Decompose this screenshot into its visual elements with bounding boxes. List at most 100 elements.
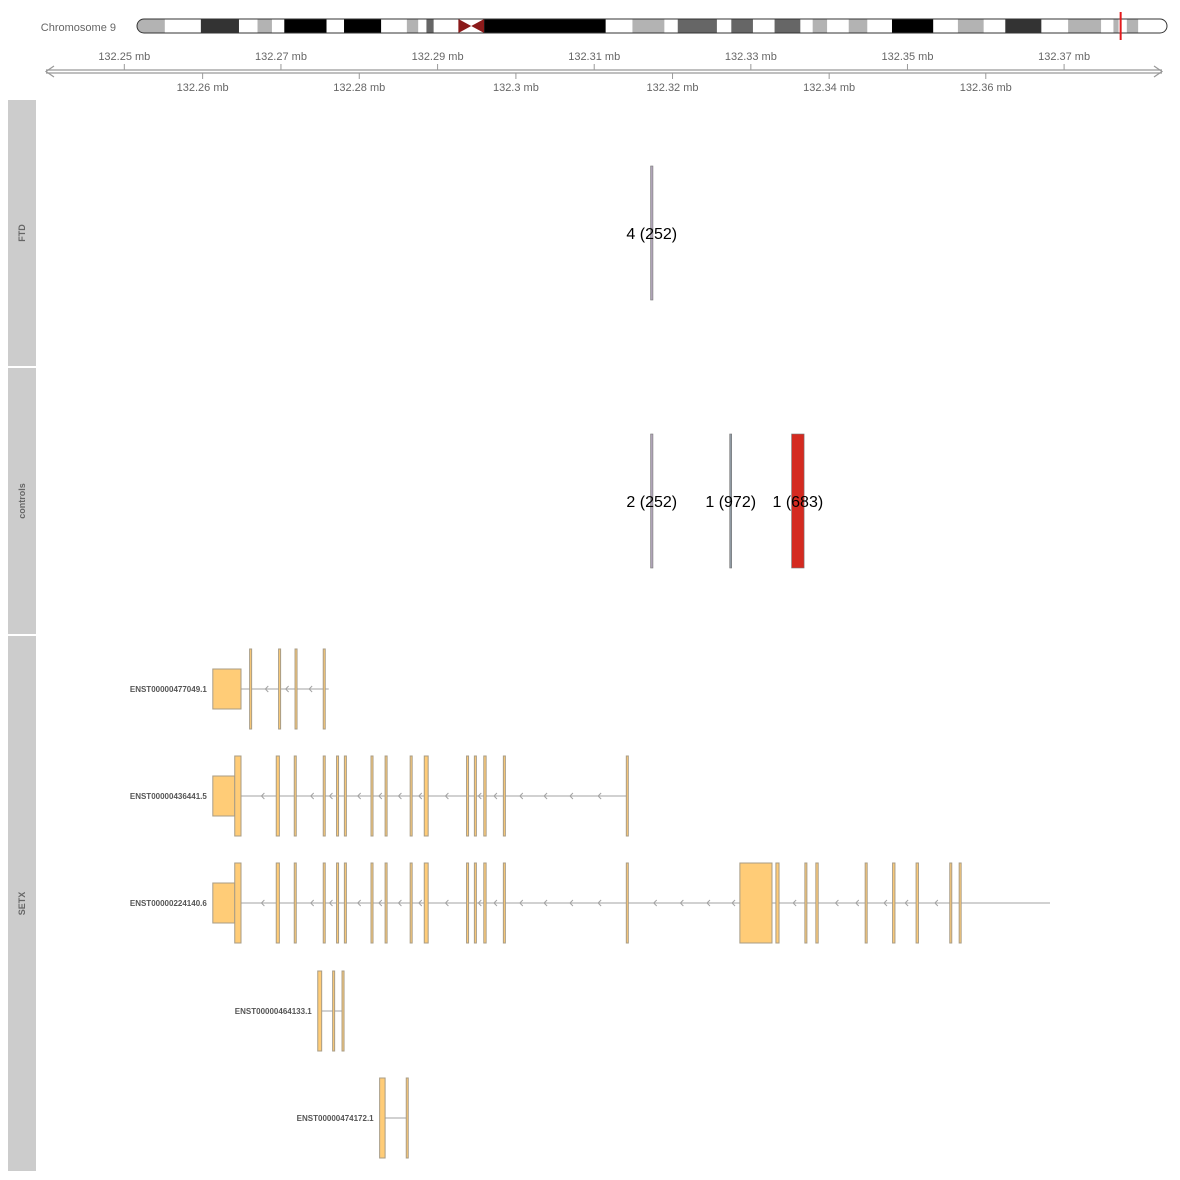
coding-exon <box>409 755 413 837</box>
coding-exon <box>341 970 345 1052</box>
track-label-strips: FTD controls SETX <box>8 100 36 1171</box>
chromosome-band <box>1101 19 1114 33</box>
axis-tick-label-upper: 132.29 mb <box>412 51 464 63</box>
coding-exon <box>322 648 326 730</box>
coding-exon <box>234 755 242 837</box>
strand-arrow-icon <box>378 899 383 907</box>
chromosome-band <box>800 19 813 33</box>
chromosome-band <box>1041 19 1069 33</box>
axis-tick-label-lower: 132.26 mb <box>177 82 229 94</box>
coding-exon <box>370 862 374 944</box>
coding-exon <box>322 755 326 837</box>
transcript-ENST00000224140.6: ENST00000224140.6 <box>130 862 1051 944</box>
strand-arrow-icon <box>284 685 289 693</box>
axis-tick-label-lower: 132.3 mb <box>493 82 539 94</box>
coding-exon <box>278 648 282 730</box>
chromosome-band <box>933 19 959 33</box>
chromosome-band <box>605 19 633 33</box>
coding-exon <box>293 755 297 837</box>
coding-exon <box>739 862 773 944</box>
chromosome-band <box>774 19 801 33</box>
chromosome-band <box>1118 19 1128 33</box>
track-feature-controls <box>729 433 732 569</box>
axis-tick-label-upper: 132.27 mb <box>255 51 307 63</box>
chromosome-band <box>867 19 893 33</box>
strand-arrow-icon <box>543 792 548 800</box>
chromosome-band <box>484 19 606 33</box>
strand-arrow-icon <box>356 792 362 800</box>
strand-arrow-icon <box>519 792 524 800</box>
track-feature-controls <box>650 433 654 569</box>
axis-tick-label-lower: 132.32 mb <box>647 82 699 94</box>
strand-arrow-icon <box>444 899 449 907</box>
chromosome-band <box>752 19 775 33</box>
chromosome-ideogram <box>136 12 1168 40</box>
centromere-q-arm <box>471 19 485 33</box>
chromosome-band <box>238 19 258 33</box>
transcript-ENST00000477049.1: ENST00000477049.1 <box>130 648 329 730</box>
strip-setx <box>8 636 36 1171</box>
strand-arrow-icon <box>731 899 736 907</box>
coding-exon <box>332 970 336 1052</box>
coding-exon <box>804 862 808 944</box>
gene-model-track: ENST00000477049.1 ENST00000436441.5 ENST00… <box>130 648 1051 1159</box>
chromosome-band <box>1138 19 1167 33</box>
coding-exon <box>275 862 280 944</box>
strand-arrow-icon <box>397 792 402 800</box>
coding-exon <box>317 970 323 1052</box>
strand-arrow-icon <box>260 792 265 800</box>
track-ftd: 4 (252) <box>626 165 677 301</box>
chromosome-band <box>406 19 419 33</box>
chromosome-band <box>1005 19 1042 33</box>
strand-arrow-icon <box>653 899 658 907</box>
strand-arrow-icon <box>706 899 711 907</box>
coding-exon <box>336 862 340 944</box>
strip-controls <box>8 368 36 634</box>
utr-exon <box>212 668 242 710</box>
coding-exon <box>423 862 429 944</box>
track-feature-ftd <box>650 165 654 301</box>
strand-arrow-icon <box>309 899 315 907</box>
strand-arrow-icon <box>543 899 548 907</box>
coding-exon <box>502 755 506 837</box>
chromosome-band <box>1113 19 1119 33</box>
coding-exon <box>775 862 780 944</box>
coding-exon <box>473 755 477 837</box>
strand-arrow-icon <box>418 792 423 800</box>
strand-arrow-icon <box>679 899 684 907</box>
strand-arrow-icon <box>493 792 498 800</box>
chromosome-band <box>1068 19 1102 33</box>
coding-exon <box>502 862 506 944</box>
strand-arrow-icon <box>904 899 909 907</box>
track-feature-label-controls: 1 (683) <box>772 494 823 511</box>
track-feature-controls <box>791 433 805 569</box>
chromosome-band <box>271 19 285 33</box>
strand-arrow-icon <box>328 899 333 907</box>
chromosome-band <box>664 19 679 33</box>
transcript-name-label: ENST00000436441.5 <box>130 792 208 801</box>
axis-tick-label-upper: 132.35 mb <box>881 51 933 63</box>
chromosome-band <box>426 19 434 33</box>
coding-exon <box>483 755 487 837</box>
chromosome-band <box>164 19 202 33</box>
coding-exon <box>466 862 470 944</box>
coding-exon <box>483 862 487 944</box>
chromosome-band <box>632 19 665 33</box>
axis-tick-label-upper: 132.25 mb <box>98 51 150 63</box>
coding-exon <box>958 862 962 944</box>
coding-exon <box>343 755 347 837</box>
transcript-ENST00000436441.5: ENST00000436441.5 <box>130 755 629 837</box>
coding-exon <box>336 755 340 837</box>
chromosome-label: Chromosome 9 <box>41 22 116 34</box>
strand-arrow-icon <box>792 899 797 907</box>
axis-arrow-left-icon <box>44 65 55 78</box>
track-feature-label-ftd: 4 (252) <box>626 226 677 243</box>
strand-arrow-icon <box>855 899 860 907</box>
genomic-axis: 132.25 mb 132.27 mb 132.29 mb 132.31 mb 132.… <box>44 51 1164 94</box>
coding-exon <box>294 648 298 730</box>
coding-exon <box>384 862 388 944</box>
utr-exon <box>212 882 236 924</box>
strand-arrow-icon <box>934 899 939 907</box>
transcript-ENST00000474172.1: ENST00000474172.1 <box>297 1077 409 1159</box>
